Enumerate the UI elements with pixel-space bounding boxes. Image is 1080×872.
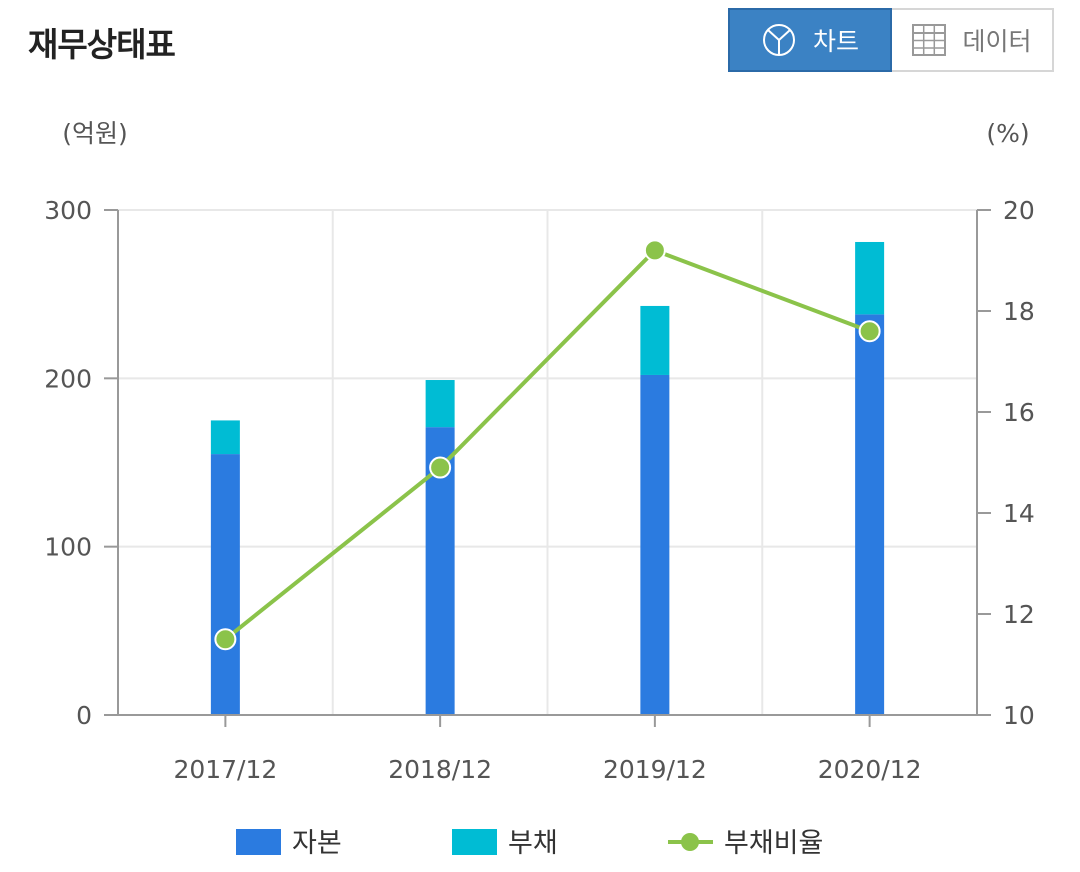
line-series — [214, 239, 881, 651]
y2-tick-label: 16 — [1003, 398, 1035, 427]
y2-tick-label: 20 — [1003, 196, 1035, 225]
axes: 0 100 200 300 10 12 14 16 18 20 2017/12 2018/12 2019… — [44, 196, 1035, 784]
y-tick-label: 300 — [44, 196, 92, 225]
debt-ratio-point — [643, 239, 666, 262]
debt-ratio-point — [214, 628, 237, 651]
bar-equity — [640, 374, 670, 715]
y2-tick-label: 14 — [1003, 499, 1035, 528]
legend-label: 자본 — [292, 828, 342, 859]
debt-ratio-line — [224, 248, 871, 641]
view-toggle: 차트 데이터 — [728, 8, 1054, 72]
chart-view-label: 차트 — [812, 27, 859, 56]
y-tick-label: 200 — [44, 364, 92, 393]
x-tick-label: 2020/12 — [818, 755, 922, 784]
legend-swatch — [452, 829, 497, 855]
y2-tick-label: 12 — [1003, 600, 1035, 629]
bar-equity — [855, 314, 885, 715]
table-grid-icon — [912, 24, 947, 56]
bar-liability — [210, 420, 240, 455]
x-tick-label: 2018/12 — [388, 755, 492, 784]
legend-label: 부채 — [508, 828, 558, 859]
y-axis-unit-label: (억원) — [62, 119, 128, 148]
y2-tick-label: 18 — [1003, 297, 1035, 326]
legend: 자본 부채 부채비율 — [236, 828, 823, 859]
y-tick-label: 0 — [76, 701, 92, 730]
grid-lines — [118, 209, 977, 715]
chart-view-button[interactable]: 차트 — [728, 8, 892, 72]
pie-chart-icon — [762, 24, 795, 56]
debt-ratio-point — [429, 456, 452, 479]
legend-swatch — [236, 829, 281, 855]
legend-label: 부채비율 — [724, 828, 823, 859]
y-tick-label: 100 — [44, 533, 92, 562]
bar-liability — [855, 241, 885, 315]
page-title: 재무상태표 — [28, 25, 176, 64]
y2-axis-unit-label: (%) — [986, 119, 1029, 148]
legend-swatch-marker — [681, 833, 699, 851]
data-view-button[interactable]: 데이터 — [892, 8, 1054, 72]
y2-tick-label: 10 — [1003, 701, 1035, 730]
bar-liability — [425, 380, 455, 428]
bar-liability — [640, 305, 670, 375]
x-tick-label: 2017/12 — [173, 755, 277, 784]
data-view-label: 데이터 — [962, 27, 1032, 56]
debt-ratio-point — [858, 320, 881, 343]
x-tick-label: 2019/12 — [603, 755, 707, 784]
bar-equity — [210, 454, 240, 715]
